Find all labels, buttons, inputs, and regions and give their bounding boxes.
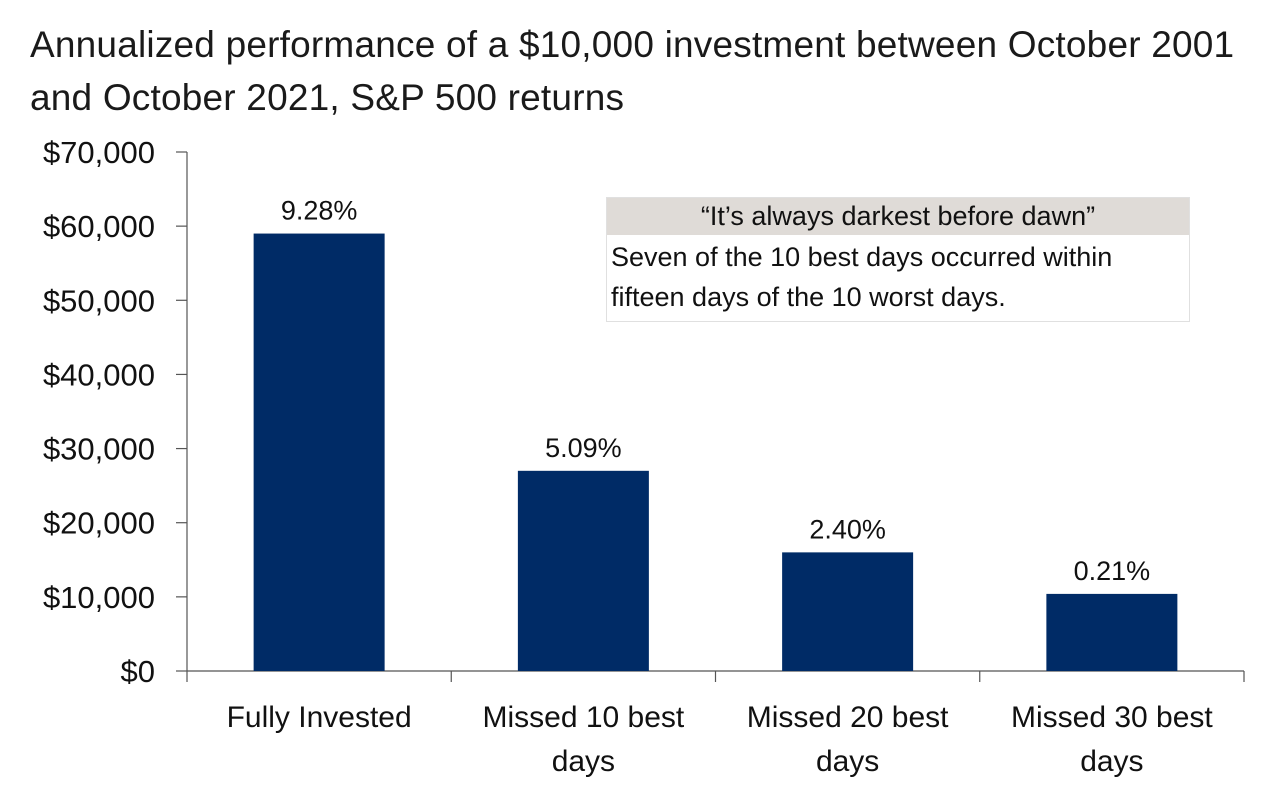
bar xyxy=(253,233,385,672)
y-tick-label: $60,000 xyxy=(43,209,155,244)
annotation-callout: “It’s always darkest before dawn” Seven … xyxy=(606,197,1190,322)
y-tick-label: $10,000 xyxy=(43,580,155,615)
x-category-label: Missed 10 best xyxy=(482,701,684,734)
bar-value-label: 5.09% xyxy=(545,433,622,463)
chart-title: Annualized performance of a $10,000 inve… xyxy=(30,24,1235,118)
bar-value-label: 0.21% xyxy=(1074,556,1151,586)
bar-value-label: 2.40% xyxy=(809,514,886,544)
y-tick-label: $0 xyxy=(121,654,155,689)
x-category-label: days xyxy=(1080,745,1143,778)
bar-value-label: 9.28% xyxy=(281,196,358,226)
callout-body: Seven of the 10 best days occurred withi… xyxy=(611,242,1113,312)
x-category-label: Missed 30 best xyxy=(1011,701,1213,734)
y-tick-label: $70,000 xyxy=(43,135,155,170)
bar xyxy=(1046,593,1178,671)
bar xyxy=(782,552,914,671)
y-tick-label: $50,000 xyxy=(43,283,155,318)
x-category-label: Missed 20 best xyxy=(747,701,949,734)
callout-title: “It’s always darkest before dawn” xyxy=(607,198,1189,235)
x-category-label: days xyxy=(552,745,615,778)
y-tick-label: $40,000 xyxy=(43,357,155,392)
x-category-label: days xyxy=(816,745,879,778)
y-tick-label: $30,000 xyxy=(43,432,155,467)
y-tick-label: $20,000 xyxy=(43,506,155,541)
x-category-label: Fully Invested xyxy=(227,701,412,734)
bar xyxy=(517,470,649,671)
